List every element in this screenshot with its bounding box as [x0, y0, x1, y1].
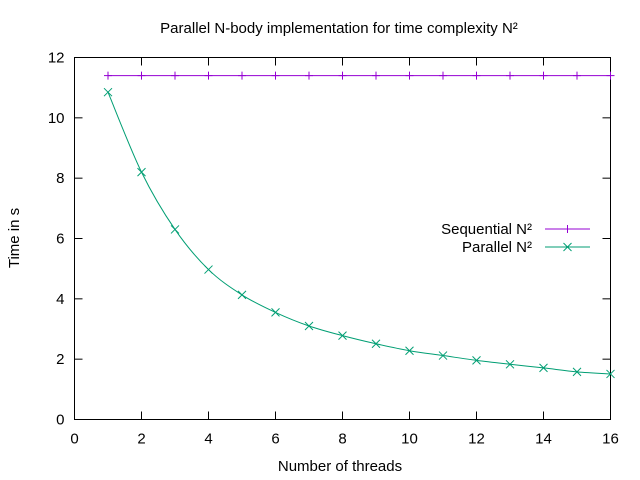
chart-title: Parallel N-body implementation for time … [160, 20, 518, 37]
data-point [372, 71, 380, 80]
legend-marker [563, 225, 572, 233]
data-point [103, 87, 113, 97]
data-point [405, 71, 414, 80]
data-point [170, 225, 180, 234]
data-point [606, 71, 615, 80]
data-point [137, 71, 146, 80]
data-point [539, 71, 548, 80]
x-tick-label: 8 [338, 431, 346, 448]
x-tick-label: 14 [535, 431, 552, 448]
data-point [204, 265, 213, 274]
data-point [539, 363, 548, 373]
x-tick-label: 10 [401, 431, 418, 448]
data-point [472, 356, 481, 365]
legend-marker [563, 242, 572, 252]
legend-label: Sequential N² [441, 221, 532, 238]
y-axis: 0 2 4 6 8 10 12 [48, 50, 611, 429]
data-point [439, 71, 447, 80]
data-point [171, 71, 179, 80]
x-axis: 0 2 4 6 8 10 12 14 16 [70, 57, 619, 448]
y-tick-label: 10 [48, 110, 65, 127]
data-point [137, 167, 146, 177]
data-point [338, 331, 347, 340]
data-point [238, 71, 246, 80]
data-point [237, 290, 247, 300]
x-tick-label: 16 [602, 431, 619, 448]
x-axis-label: Number of threads [278, 458, 402, 475]
x-tick-label: 6 [271, 431, 279, 448]
data-point [472, 71, 481, 80]
x-tick-label: 12 [468, 431, 485, 448]
x-tick-label: 4 [204, 431, 212, 448]
data-point [606, 369, 615, 379]
x-tick-label: 0 [70, 431, 78, 448]
data-point [271, 71, 280, 80]
data-point [104, 71, 112, 80]
x-tick-label: 2 [137, 431, 145, 448]
data-point [505, 359, 515, 369]
data-point [572, 367, 582, 377]
data-point [304, 321, 314, 331]
series-line [107, 91, 611, 375]
data-point [405, 346, 414, 356]
data-point [305, 71, 313, 80]
y-tick-label: 4 [56, 291, 64, 308]
series-layer [103, 71, 615, 379]
data-point [338, 71, 347, 80]
y-axis-label: Time in s [6, 208, 23, 268]
data-point [371, 339, 381, 349]
data-point [438, 351, 448, 360]
y-tick-label: 2 [56, 351, 64, 368]
data-point [271, 308, 280, 317]
data-point [573, 71, 581, 80]
legend-label: Parallel N² [462, 239, 532, 256]
data-point [506, 71, 514, 80]
data-point [204, 71, 213, 80]
y-tick-label: 6 [56, 231, 64, 248]
y-tick-label: 0 [56, 412, 64, 429]
y-tick-label: 12 [48, 50, 65, 67]
y-tick-label: 8 [56, 170, 64, 187]
